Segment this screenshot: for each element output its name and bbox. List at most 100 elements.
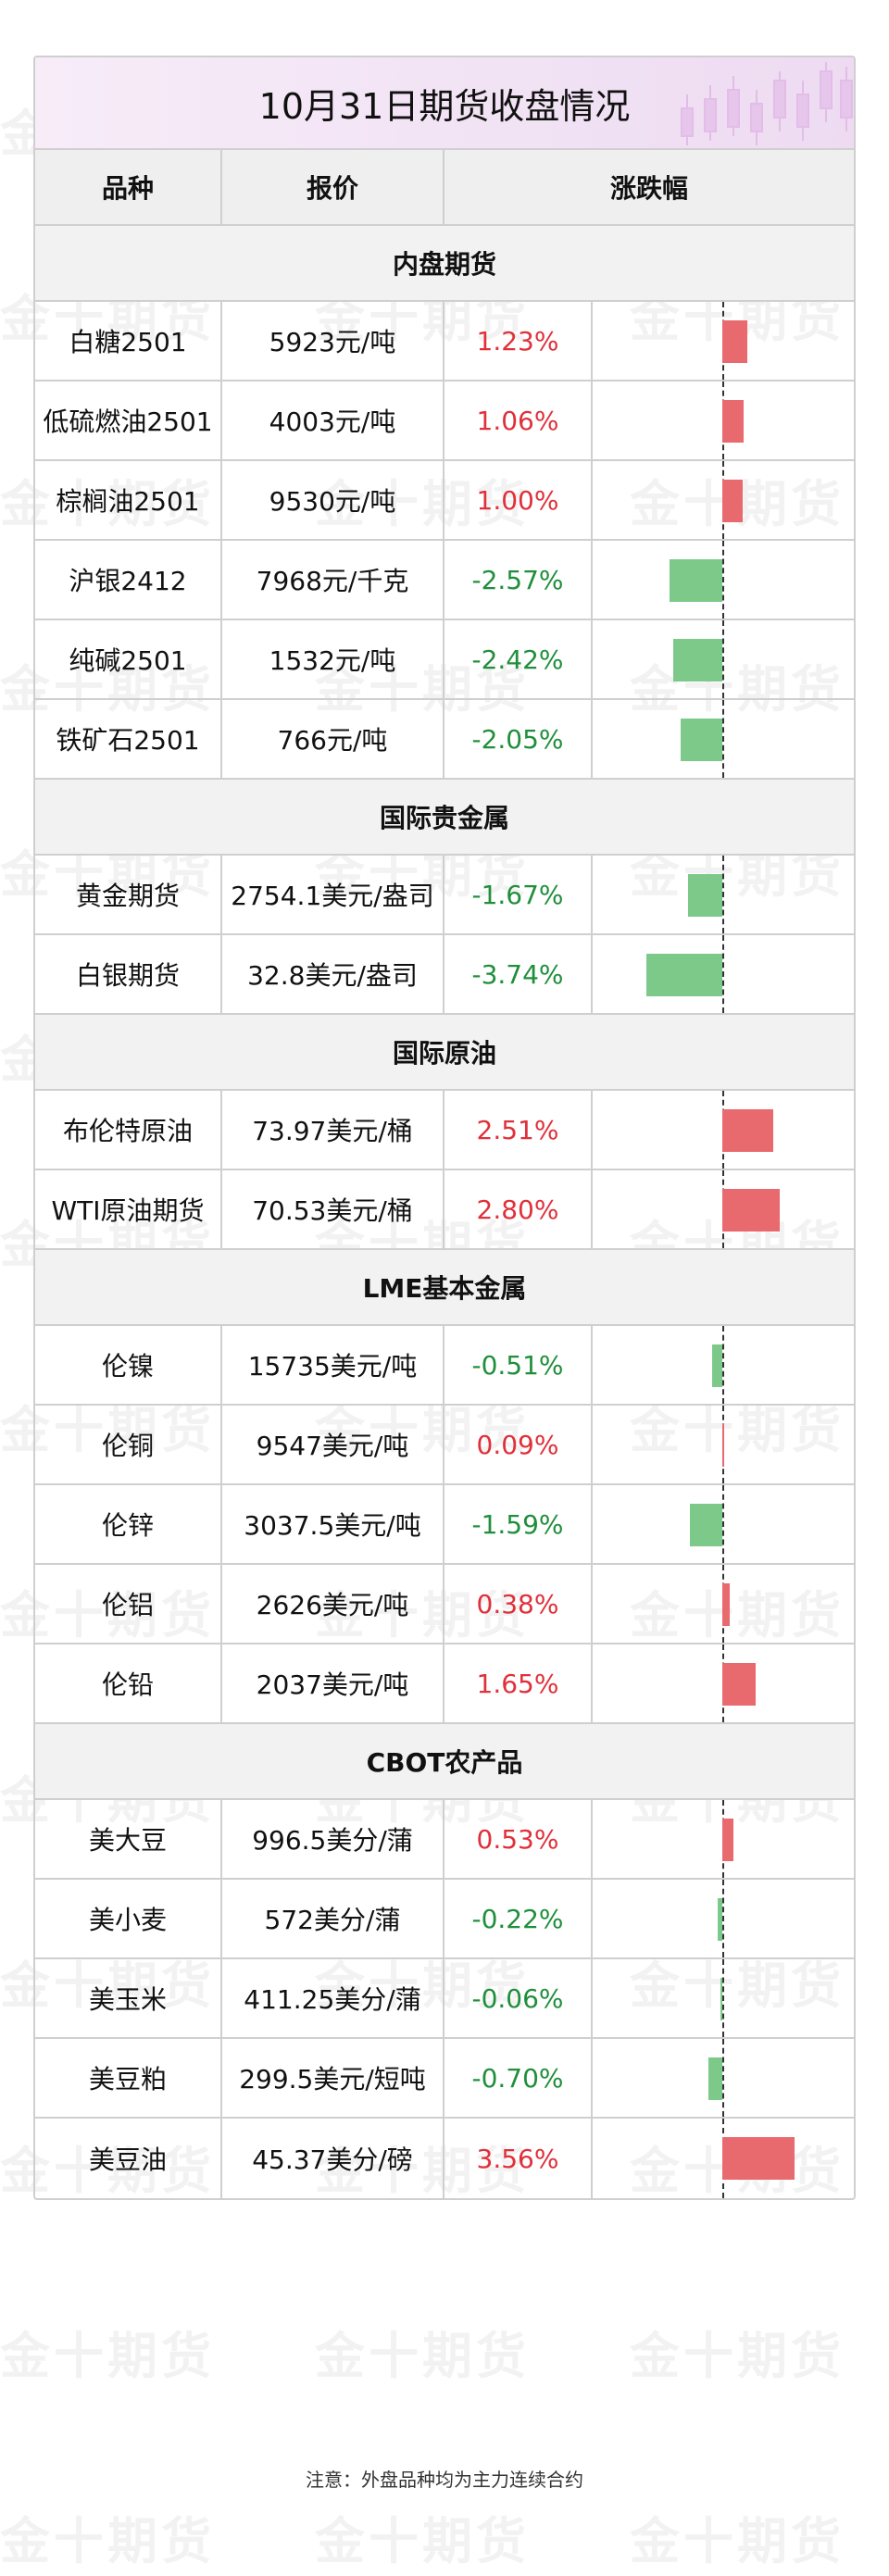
zero-line — [722, 1959, 724, 2037]
zero-line — [722, 856, 724, 933]
change-percent: -2.42% — [444, 620, 593, 698]
variety-name: 白糖2501 — [35, 302, 222, 380]
change-bar-cell — [593, 1565, 854, 1643]
change-bar-cell — [593, 461, 854, 539]
table-row: 伦镍 15735美元/吨 -0.51% — [35, 1326, 854, 1406]
price-value: 572美分/蒲 — [222, 1880, 444, 1957]
change-bar — [722, 1424, 724, 1467]
price-value: 7968元/千克 — [222, 541, 444, 619]
variety-name: 美豆油 — [35, 2119, 222, 2198]
change-bar-cell — [593, 620, 854, 698]
watermark-text: 金十期货 — [315, 2327, 530, 2385]
price-value: 996.5美分/蒲 — [222, 1800, 444, 1878]
change-percent: -0.51% — [444, 1326, 593, 1404]
variety-name: 沪银2412 — [35, 541, 222, 619]
title-bar: 10月31日期货收盘情况 — [35, 57, 854, 150]
change-percent: 1.00% — [444, 461, 593, 539]
table-row: 沪银2412 7968元/千克 -2.57% — [35, 541, 854, 620]
table-row: 美大豆 996.5美分/蒲 0.53% — [35, 1800, 854, 1880]
change-bar — [680, 719, 722, 761]
change-bar — [690, 1504, 722, 1546]
table-row: WTI原油期货 70.53美元/桶 2.80% — [35, 1170, 854, 1250]
change-bar-cell — [593, 1091, 854, 1169]
change-bar-cell — [593, 1959, 854, 2037]
price-value: 5923元/吨 — [222, 302, 444, 380]
footnote: 注意：外盘品种均为主力连续合约 — [306, 2469, 583, 2491]
zero-line — [722, 1880, 724, 1957]
zero-line — [722, 935, 724, 1013]
variety-name: 伦铜 — [35, 1406, 222, 1483]
table-row: 美豆油 45.37美分/磅 3.56% — [35, 2119, 854, 2198]
table-body: 内盘期货 白糖2501 5923元/吨 1.23% 低硫燃油2501 4003元/吨 1.0… — [35, 226, 854, 2198]
change-bar-cell — [593, 2119, 854, 2198]
price-value: 32.8美元/盎司 — [222, 935, 444, 1013]
header-variety: 品种 — [35, 150, 222, 224]
table-row: 伦铅 2037美元/吨 1.65% — [35, 1644, 854, 1724]
change-bar — [722, 1583, 731, 1626]
watermark-text: 金十期货 — [630, 2512, 845, 2570]
table-row: 白银期货 32.8美元/盎司 -3.74% — [35, 935, 854, 1015]
zero-line — [722, 620, 724, 698]
change-percent: 2.51% — [444, 1091, 593, 1169]
change-bar — [688, 874, 722, 917]
change-percent: 0.38% — [444, 1565, 593, 1643]
table-row: 伦铝 2626美元/吨 0.38% — [35, 1565, 854, 1644]
watermark-text: 金十期货 — [0, 2327, 215, 2385]
change-bar-cell — [593, 1880, 854, 1957]
change-percent: -0.22% — [444, 1880, 593, 1957]
variety-name: 伦铝 — [35, 1565, 222, 1643]
price-value: 9530元/吨 — [222, 461, 444, 539]
variety-name: 铁矿石2501 — [35, 700, 222, 778]
table-row: 布伦特原油 73.97美元/桶 2.51% — [35, 1091, 854, 1170]
change-bar — [722, 1663, 757, 1706]
variety-name: 黄金期货 — [35, 856, 222, 933]
section-header: 内盘期货 — [35, 226, 854, 302]
section-header: 国际原油 — [35, 1015, 854, 1091]
price-value: 411.25美分/蒲 — [222, 1959, 444, 2037]
variety-name: 低硫燃油2501 — [35, 381, 222, 459]
price-value: 299.5美元/短吨 — [222, 2039, 444, 2117]
header-price: 报价 — [222, 150, 444, 224]
change-percent: -1.67% — [444, 856, 593, 933]
change-bar-cell — [593, 381, 854, 459]
change-bar-cell — [593, 1326, 854, 1404]
change-bar — [707, 2057, 722, 2100]
change-percent: -2.57% — [444, 541, 593, 619]
change-percent: -3.74% — [444, 935, 593, 1013]
price-value: 73.97美元/桶 — [222, 1091, 444, 1169]
zero-line — [722, 700, 724, 778]
change-bar-cell — [593, 700, 854, 778]
variety-name: 美小麦 — [35, 1880, 222, 1957]
section-header: 国际贵金属 — [35, 780, 854, 856]
price-value: 2754.1美元/盎司 — [222, 856, 444, 933]
table-row: 白糖2501 5923元/吨 1.23% — [35, 302, 854, 381]
change-percent: 1.65% — [444, 1644, 593, 1722]
change-bar-cell — [593, 856, 854, 933]
change-bar-cell — [593, 1406, 854, 1483]
price-value: 2626美元/吨 — [222, 1565, 444, 1643]
change-percent: 1.06% — [444, 381, 593, 459]
change-bar-cell — [593, 1485, 854, 1563]
variety-name: 美豆粕 — [35, 2039, 222, 2117]
variety-name: 伦锌 — [35, 1485, 222, 1563]
change-percent: 2.80% — [444, 1170, 593, 1248]
change-bar-cell — [593, 1800, 854, 1878]
change-bar — [672, 639, 722, 682]
change-bar — [645, 954, 722, 996]
section-header: CBOT农产品 — [35, 1724, 854, 1800]
change-percent: -1.59% — [444, 1485, 593, 1563]
table-row: 纯碱2501 1532元/吨 -2.42% — [35, 620, 854, 700]
variety-name: WTI原油期货 — [35, 1170, 222, 1248]
price-value: 1532元/吨 — [222, 620, 444, 698]
change-bar — [722, 1819, 733, 1861]
change-bar — [670, 559, 722, 602]
change-bar-cell — [593, 541, 854, 619]
section-header: LME基本金属 — [35, 1250, 854, 1326]
change-percent: -0.06% — [444, 1959, 593, 2037]
change-bar — [722, 400, 745, 443]
change-percent: 0.53% — [444, 1800, 593, 1878]
variety-name: 布伦特原油 — [35, 1091, 222, 1169]
change-percent: 3.56% — [444, 2119, 593, 2198]
price-value: 3037.5美元/吨 — [222, 1485, 444, 1563]
change-bar — [720, 1978, 722, 2020]
